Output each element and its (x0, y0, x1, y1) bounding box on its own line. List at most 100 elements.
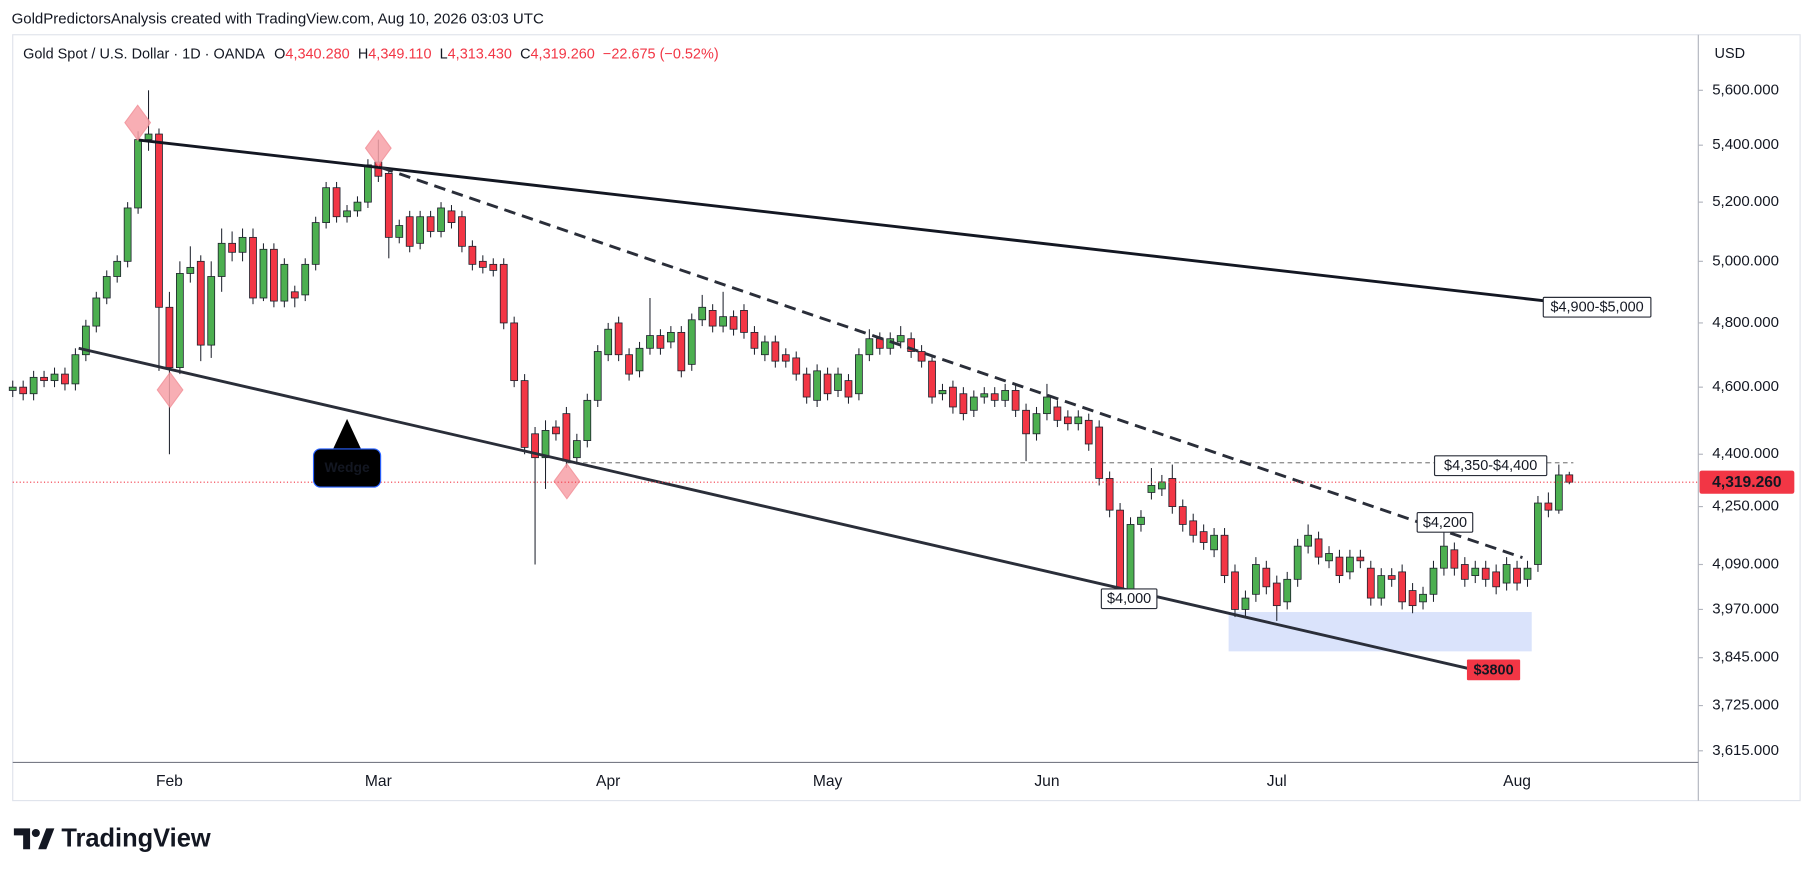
candle-body (81, 325, 90, 356)
candle-body (928, 360, 936, 398)
ohlc-key: L (440, 46, 448, 62)
candle-body (562, 413, 571, 462)
candle-body (19, 386, 28, 395)
candle-body (1262, 567, 1271, 588)
y-tick-label: 4,800.000 (1712, 314, 1779, 331)
candle-body (938, 390, 947, 395)
ohlc-value: 4,340.280 (285, 46, 349, 62)
y-tick-label: 4,250.000 (1712, 498, 1779, 515)
candle-body (572, 440, 581, 459)
candle-body (259, 248, 268, 299)
candle-body (1252, 564, 1260, 595)
candle-body (447, 210, 456, 223)
candle-body (896, 335, 905, 343)
candle-body (1063, 416, 1072, 425)
candle-body (1398, 571, 1407, 603)
candle-body (1325, 553, 1333, 562)
candle-body (666, 331, 675, 343)
candle-body (1481, 567, 1490, 580)
ohlc-value: 4,319.260 (531, 46, 595, 62)
candle-body (729, 316, 738, 330)
candle-body (1168, 478, 1177, 507)
candle-body (280, 263, 289, 302)
y-tick-label: 4,600.000 (1712, 378, 1779, 395)
candle-body (719, 316, 727, 327)
candle-body (949, 386, 957, 408)
candle-body (29, 376, 38, 395)
candle-body (1335, 556, 1344, 577)
candle-body (196, 260, 205, 346)
plot (8, 90, 1574, 671)
candle-body (395, 225, 404, 238)
candle-body (311, 222, 320, 265)
candle-body (917, 351, 926, 362)
candle-body (1304, 534, 1312, 547)
candle-body (353, 201, 362, 212)
candle-body (1534, 502, 1542, 565)
candle-body (1105, 478, 1114, 511)
candle-body (238, 236, 247, 253)
candle-body (677, 331, 686, 372)
x-tick-label: Apr (596, 773, 620, 790)
x-tick-label: Mar (365, 773, 392, 790)
candle-body (301, 263, 310, 296)
candle-body (969, 396, 978, 411)
candle-body (1147, 485, 1156, 493)
candle-body (1429, 567, 1438, 595)
candle-body (771, 341, 780, 362)
candle-body (144, 133, 153, 141)
y-tick-label: 3,615.000 (1712, 742, 1779, 759)
candle-body (71, 354, 80, 385)
candle-body (1032, 413, 1041, 435)
ohlc-key: H (358, 46, 368, 62)
annotation-label: $4,200 (1423, 515, 1467, 531)
candle-body (656, 335, 665, 349)
candle-body (405, 216, 414, 247)
annotation-box (1416, 511, 1474, 533)
candle-body (593, 351, 602, 401)
annotation-box (1542, 296, 1652, 318)
change: −22.675 (−0.52%) (603, 46, 719, 62)
candle-body (1450, 549, 1459, 569)
candle-body (1440, 545, 1448, 569)
candle-body (1053, 406, 1062, 421)
y-tick-label: 3,970.000 (1712, 600, 1779, 617)
y-tick-label: 5,000.000 (1712, 252, 1779, 269)
candle-body (635, 347, 644, 372)
annotation-label: Wedge (324, 459, 370, 475)
candle-body (322, 187, 331, 223)
candle-body (844, 380, 853, 398)
candle-body (1293, 545, 1302, 580)
candle-body (123, 207, 132, 262)
candle-body (792, 357, 801, 375)
candle-body (102, 276, 111, 299)
candle-body (510, 322, 519, 382)
x-tick-label: Aug (1503, 773, 1531, 790)
annotation-box (1466, 659, 1521, 681)
currency: USD (1715, 46, 1746, 62)
candle-body (155, 133, 163, 308)
annotation-label: $4,900-$5,000 (1550, 300, 1643, 316)
ohlc-value: 4,349.110 (368, 46, 431, 62)
candle-body (1408, 590, 1417, 607)
candle-body (980, 393, 989, 398)
candle-body (604, 328, 613, 356)
y-tick-label: 5,600.000 (1712, 81, 1779, 98)
candle-body (228, 242, 236, 253)
candle-body (1460, 564, 1469, 580)
candle-body (468, 245, 477, 265)
brand-logo: TradingView (13, 825, 211, 853)
support-zone (1228, 612, 1532, 652)
candle-body (907, 338, 916, 352)
x-tick-label: May (813, 773, 843, 790)
pivot-marker (364, 129, 392, 167)
candle-body (750, 331, 759, 349)
symbol-legend: Gold Spot / U.S. Dollar · 1D · OANDA O4,3… (23, 46, 719, 62)
x-tick-label: Jul (1267, 773, 1287, 790)
last-price-tag (1699, 470, 1795, 494)
candle-body (823, 373, 832, 395)
candle-body (50, 373, 59, 382)
pivot-marker (124, 104, 152, 142)
callout-pointer (332, 418, 363, 452)
candle-body (1157, 481, 1166, 490)
